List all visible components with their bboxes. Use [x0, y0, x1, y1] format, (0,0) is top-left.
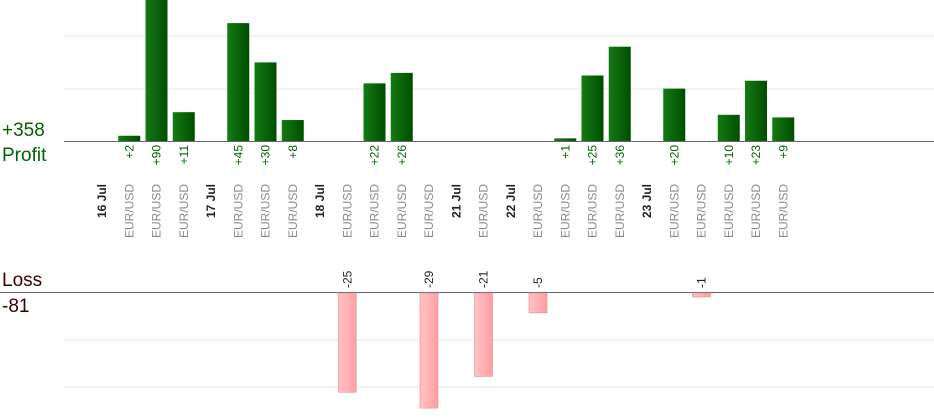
profit-value-label: +22 [368, 145, 382, 166]
pair-label: EUR/USD [477, 184, 491, 238]
profit-bar [227, 23, 250, 142]
profit-bar [145, 0, 168, 141]
loss-label: Loss [2, 270, 43, 291]
pair-label: EUR/USD [395, 184, 409, 238]
loss-bar [337, 292, 357, 393]
profit-value-label: +26 [395, 145, 409, 166]
pair-label: EUR/USD [286, 184, 300, 238]
pair-label: EUR/USD [259, 184, 273, 238]
grid-lines [0, 35, 934, 388]
pair-label: EUR/USD [586, 184, 600, 238]
profit-bar [172, 112, 195, 141]
profit-bar [118, 135, 141, 141]
pair-label: EUR/USD [749, 184, 763, 238]
profit-value-label: +45 [231, 145, 245, 166]
profit-value-label: +23 [749, 145, 763, 166]
pair-label: EUR/USD [613, 184, 627, 238]
loss-bar [419, 292, 439, 409]
profit-bar [554, 138, 577, 141]
pair-label: EUR/USD [150, 184, 164, 238]
profit-value-label: +10 [722, 145, 736, 166]
profit-bar [772, 117, 795, 141]
date-label: 17 Jul [204, 184, 218, 218]
loss-bar [474, 292, 493, 377]
pair-label: EUR/USD [122, 184, 136, 238]
pair-label: EUR/USD [368, 184, 382, 238]
profit-label: Profit [2, 145, 47, 166]
profit-value-label: +2 [122, 145, 136, 159]
bars [118, 0, 795, 409]
loss-value-label: -5 [531, 277, 545, 288]
profit-value-label: +8 [286, 145, 300, 159]
loss-value-label: -29 [422, 270, 436, 288]
profit-bar [717, 114, 740, 141]
profit-bar [390, 72, 413, 141]
pair-label: EUR/USD [177, 184, 191, 238]
loss-value-label: -25 [340, 270, 354, 288]
profit-value-label: +30 [259, 145, 273, 166]
loss-total: -81 [2, 296, 30, 317]
profit-bar [745, 80, 767, 141]
profit-bar [363, 83, 386, 141]
profit-value-label: +11 [177, 145, 191, 165]
profit-value-label: +25 [586, 145, 600, 166]
profit-value-label: +20 [667, 145, 681, 166]
profit-value-label: +36 [613, 145, 627, 166]
profit-bar [663, 88, 686, 141]
profit-value-label: +90 [150, 145, 164, 166]
pair-label: EUR/USD [722, 184, 736, 238]
date-label: 22 Jul [504, 184, 518, 218]
date-label: 16 Jul [95, 184, 109, 218]
pair-label: EUR/USD [422, 184, 436, 238]
pair-label: EUR/USD [695, 184, 709, 238]
pair-label: EUR/USD [340, 184, 354, 238]
loss-bar [692, 292, 711, 298]
profit-total: +358 [2, 120, 45, 141]
profit-bar [281, 120, 304, 141]
pair-label: EUR/USD [776, 184, 790, 238]
profit-bar [581, 75, 604, 141]
profit-bar [608, 46, 631, 141]
loss-value-label: -21 [477, 270, 491, 288]
date-label: 21 Jul [449, 184, 463, 218]
pair-label: EUR/USD [558, 184, 572, 238]
profit-value-label: +1 [558, 145, 572, 159]
pair-label: EUR/USD [667, 184, 681, 238]
profit-bar [254, 62, 277, 141]
loss-bar [528, 292, 548, 314]
pair-label: EUR/USD [231, 184, 245, 238]
loss-value-label: -1 [695, 277, 709, 288]
date-label: 23 Jul [640, 184, 654, 218]
pair-label: EUR/USD [531, 184, 545, 238]
labels: 16 Jul EUR/USD +2 EUR/USD +90 EUR/USD +11 17 Ju… [95, 145, 790, 288]
profit-value-label: +9 [776, 145, 790, 159]
date-label: 18 Jul [313, 184, 327, 218]
